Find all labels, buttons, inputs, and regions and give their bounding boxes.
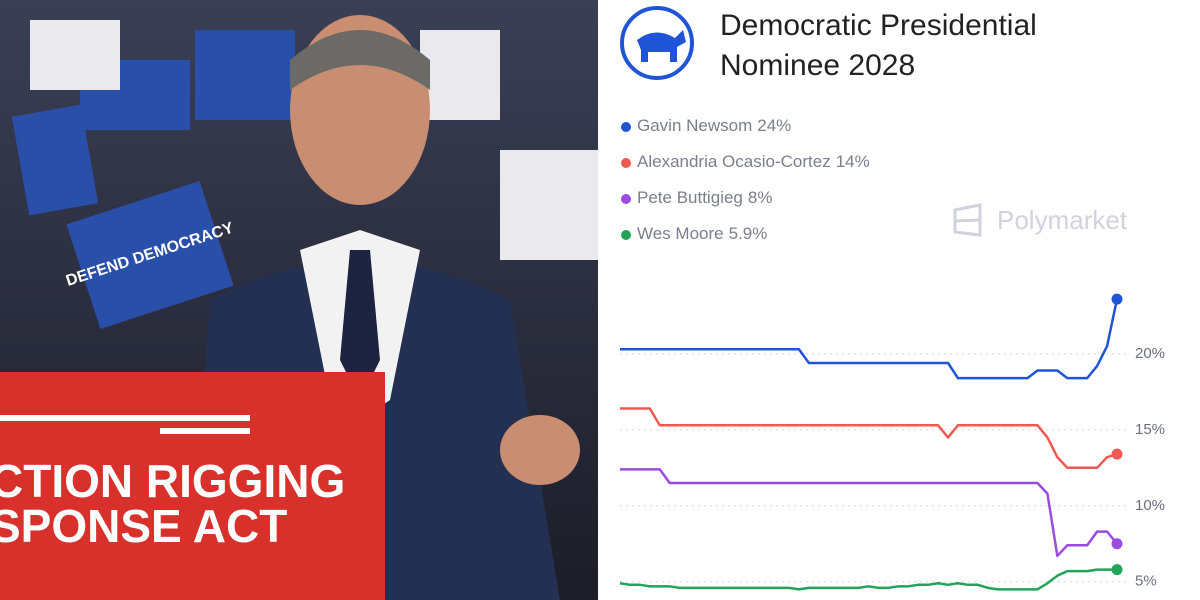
end-dot (1111, 538, 1123, 550)
end-dot (1111, 293, 1123, 305)
legend-value: 24% (757, 116, 791, 135)
legend-dot (621, 230, 631, 240)
legend-value: 14% (836, 152, 870, 171)
legend-dot (621, 194, 631, 204)
legend-name: Alexandria Ocasio-Cortez (637, 152, 831, 171)
series-line (620, 468, 1118, 558)
series-line (620, 407, 1118, 470)
series-line (619, 568, 1117, 591)
logo-donkey (637, 30, 686, 62)
series-line (620, 298, 1119, 380)
legend-label: Gavin Newsom 24% (637, 116, 791, 135)
end-dot (1111, 448, 1123, 460)
legend-value: 5.9% (729, 224, 768, 243)
brand: Polymarket (997, 205, 1128, 235)
brand-icon (953, 203, 982, 237)
legend-label: Alexandria Ocasio-Cortez 14% (637, 152, 870, 171)
legend-name: Pete Buttigieg (637, 188, 743, 207)
legend-value: 8% (748, 188, 773, 207)
podium-text: CTION RIGGING (0, 455, 345, 507)
legend-dot (621, 122, 631, 132)
podium-text: SPONSE ACT (0, 500, 287, 552)
y-tick-label: 15% (1135, 421, 1165, 438)
legend-label: Pete Buttigieg 8% (637, 188, 772, 207)
legend-dot (621, 158, 631, 168)
legend-label: Wes Moore 5.9% (637, 224, 767, 243)
end-dot (1111, 564, 1123, 576)
photo: DEFEND DEMOCRACY CTION RIGGING SPONSE AC… (0, 0, 598, 600)
y-tick-label: 20% (1135, 345, 1165, 362)
y-tick-label: 10% (1135, 497, 1165, 514)
legend-name: Wes Moore (637, 224, 724, 243)
chart-title: Democratic Presidential Nominee 2028 (720, 9, 1037, 82)
legend-name: Gavin Newsom (637, 116, 752, 135)
y-tick-label: 5% (1135, 573, 1157, 590)
